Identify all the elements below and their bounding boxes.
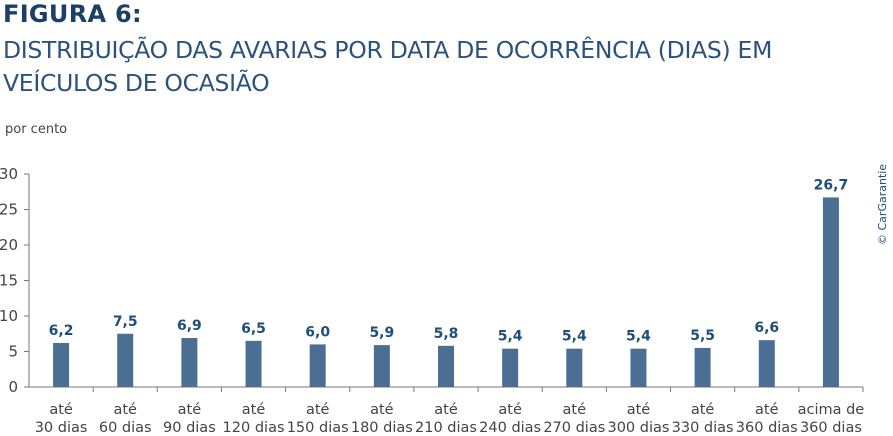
data-label: 5,4: [498, 329, 523, 345]
figure-label: FIGURA 6:: [3, 0, 142, 28]
y-tick-label: 15: [0, 272, 18, 290]
x-tick-label: até: [691, 402, 715, 418]
x-tick-label: 240 dias: [479, 420, 541, 436]
x-tick-label: 300 dias: [607, 420, 669, 436]
y-tick-label: 5: [8, 343, 18, 361]
data-label: 7,5: [113, 314, 138, 330]
bar: [373, 345, 390, 387]
y-tick-label: 0: [8, 378, 18, 396]
x-tick-label: 330 dias: [672, 420, 734, 436]
data-label: 5,8: [434, 326, 459, 342]
data-label: 6,2: [49, 323, 74, 339]
data-label: 5,5: [690, 328, 715, 344]
y-tick-label: 10: [0, 307, 18, 325]
data-label: 6,0: [305, 324, 330, 340]
x-tick-label: até: [563, 402, 587, 418]
data-label: 5,4: [626, 329, 651, 345]
bar: [566, 348, 583, 387]
x-tick-label: acima de: [798, 402, 865, 418]
x-tick-label: até: [178, 402, 202, 418]
chart-title: DISTRIBUIÇÃO DAS AVARIAS POR DATA DE OCO…: [3, 36, 773, 97]
x-tick-label: até: [306, 402, 330, 418]
x-tick-label: 210 dias: [415, 420, 477, 436]
bar: [630, 348, 647, 387]
data-label: 6,5: [241, 321, 266, 337]
y-tick-label: 25: [0, 201, 18, 219]
data-label: 6,6: [754, 320, 779, 336]
x-tick-label: 150 dias: [287, 420, 349, 436]
x-tick-label: 180 dias: [351, 420, 413, 436]
data-label: 6,9: [177, 318, 202, 334]
x-tick-label: 360 dias: [736, 420, 798, 436]
y-axis-label: por cento: [5, 122, 68, 137]
bar: [758, 340, 775, 387]
bar: [309, 344, 326, 387]
x-tick-label: até: [370, 402, 394, 418]
bar: [117, 333, 134, 387]
y-tick-label: 20: [0, 236, 18, 254]
x-tick-label: 270 dias: [543, 420, 605, 436]
data-label: 5,4: [562, 329, 587, 345]
x-tick-label: 90 dias: [163, 420, 216, 436]
bar: [181, 338, 198, 387]
bar: [438, 345, 454, 387]
bar: [502, 348, 519, 387]
bar: [53, 342, 70, 387]
x-tick-label: até: [755, 402, 779, 418]
x-tick-label: até: [49, 402, 73, 418]
x-tick-label: até: [113, 402, 137, 418]
data-label: 5,9: [369, 325, 394, 341]
x-tick-label: 360 dias: [800, 420, 862, 436]
x-tick-label: 30 dias: [35, 420, 88, 436]
x-tick-label: até: [434, 402, 458, 418]
data-label: 26,7: [814, 177, 849, 193]
x-tick-label: até: [242, 402, 266, 418]
bar: [245, 340, 262, 387]
x-tick-label: até: [627, 402, 651, 418]
x-tick-label: até: [498, 402, 522, 418]
x-tick-label: 60 dias: [99, 420, 152, 436]
copyright-credit: © CarGarantie: [876, 164, 889, 245]
x-tick-label: 120 dias: [223, 420, 285, 436]
bar: [694, 347, 711, 387]
y-tick-label: 30: [0, 165, 18, 183]
bar: [822, 197, 839, 387]
